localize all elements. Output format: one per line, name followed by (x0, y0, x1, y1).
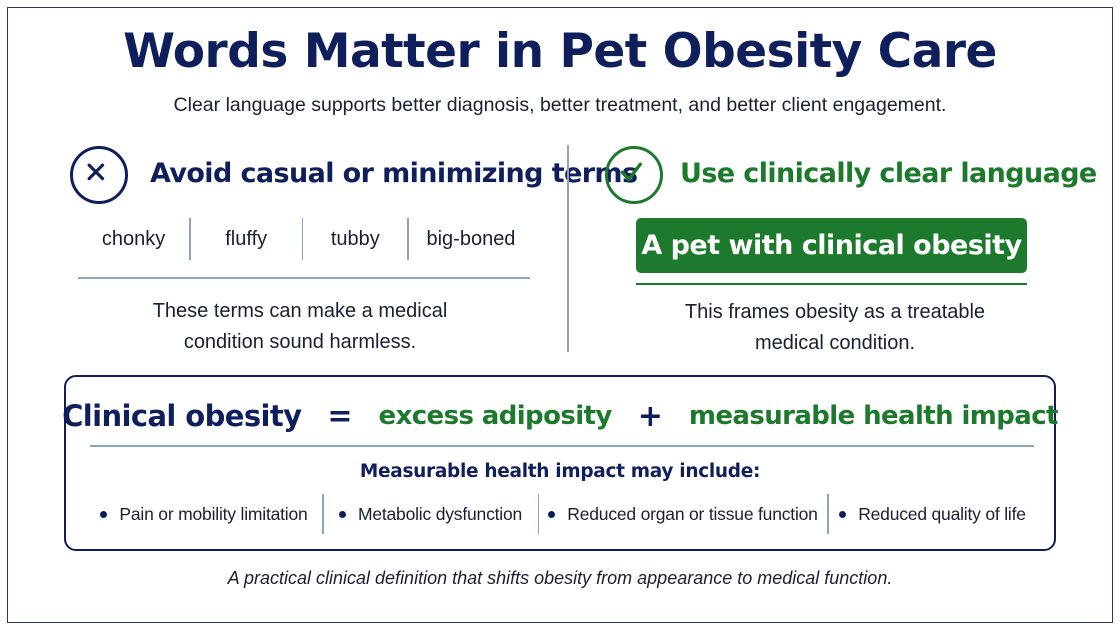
infographic-subtitle: Clear language supports better diagnosis… (173, 94, 947, 116)
definition-rule (90, 445, 1034, 447)
infographic-frame (7, 7, 1113, 623)
avoid-term: tubby (330, 227, 380, 250)
bullet-icon (338, 510, 346, 518)
impact-item: Reduced organ or tissue function (539, 504, 827, 525)
plus-sign: + (637, 398, 663, 434)
avoid-heading: Avoid casual or minimizing terms (150, 158, 638, 189)
impact-label: Reduced quality of life (858, 503, 1026, 524)
use-heading: Use clinically clear language (680, 158, 1097, 189)
x-circle-icon (70, 146, 128, 204)
term-divider (189, 218, 191, 260)
bullet-icon (100, 510, 108, 518)
impact-divider (322, 494, 324, 534)
check-circle-icon (605, 146, 663, 204)
bullet-icon (548, 510, 556, 518)
equals-sign: = (327, 398, 353, 434)
definition-equation: Clinical obesity = excess adiposity + me… (62, 394, 1058, 438)
use-section: Use clinically clear language A pet with… (600, 140, 1097, 360)
avoid-rule (78, 277, 530, 279)
avoid-term: big-boned (426, 227, 516, 250)
impact-divider (537, 494, 539, 534)
infographic-title: Words Matter in Pet Obesity Care (123, 24, 997, 79)
impact-divider (827, 494, 829, 534)
definition-box: Clinical obesity = excess adiposity + me… (62, 375, 1058, 551)
avoid-term: chonky (101, 227, 166, 250)
avoid-note: These terms can make a medical condition… (152, 300, 448, 353)
impact-label: Reduced organ or tissue function (567, 503, 818, 524)
term-divider (407, 218, 409, 260)
use-rule (636, 283, 1027, 285)
clinical-phrase-box: A pet with clinical obesity (636, 218, 1027, 273)
definition-term: Clinical obesity (62, 399, 302, 433)
impact-list: Pain or mobility limitation Metabolic dy… (86, 494, 1038, 534)
avoid-term: fluffy (225, 227, 268, 250)
use-note: This frames obesity as a treatable medic… (684, 301, 986, 354)
impact-label: Pain or mobility limitation (119, 503, 308, 524)
bullet-icon (839, 510, 847, 518)
impact-item: Reduced quality of life (829, 504, 1037, 525)
impact-heading: Measurable health impact may include: (359, 461, 761, 482)
term-divider (301, 218, 304, 260)
definition-component: measurable health impact (688, 401, 1059, 431)
column-divider (567, 145, 569, 352)
footer-caption: A practical clinical definition that shi… (227, 568, 893, 588)
avoid-terms-list: chonky fluffy tubby big-boned (78, 216, 533, 262)
impact-item: Metabolic dysfunction (324, 504, 538, 525)
impact-label: Metabolic dysfunction (357, 503, 523, 524)
definition-component: excess adiposity (378, 401, 613, 431)
avoid-section: Avoid casual or minimizing terms chonky … (60, 140, 638, 360)
impact-item: Pain or mobility limitation (86, 504, 322, 525)
